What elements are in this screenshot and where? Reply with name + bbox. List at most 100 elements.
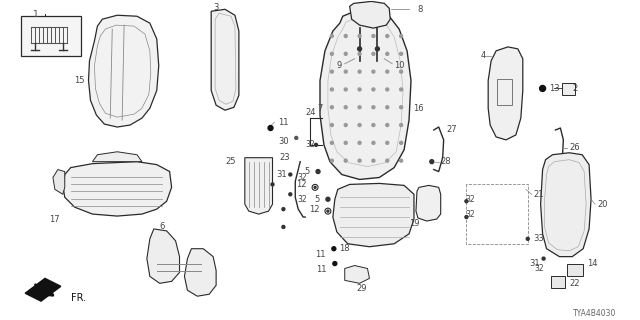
Text: 10: 10 — [394, 61, 404, 70]
Circle shape — [372, 35, 375, 37]
Circle shape — [372, 52, 375, 55]
Circle shape — [295, 136, 298, 140]
Text: 32: 32 — [535, 264, 545, 273]
Text: 3: 3 — [213, 3, 219, 12]
Text: 5: 5 — [305, 167, 310, 176]
Circle shape — [271, 183, 274, 186]
Circle shape — [344, 124, 348, 126]
Text: 16: 16 — [413, 104, 424, 113]
Circle shape — [330, 70, 333, 73]
Text: 12: 12 — [310, 204, 320, 214]
Text: 7: 7 — [317, 104, 323, 113]
Text: 28: 28 — [441, 157, 451, 166]
Circle shape — [399, 106, 403, 109]
Circle shape — [399, 159, 403, 162]
Text: 14: 14 — [587, 259, 598, 268]
Polygon shape — [88, 15, 159, 127]
Circle shape — [358, 124, 361, 126]
Circle shape — [372, 106, 375, 109]
Text: 15: 15 — [74, 76, 84, 85]
Circle shape — [372, 141, 375, 144]
Polygon shape — [63, 162, 172, 216]
Polygon shape — [53, 170, 65, 194]
Circle shape — [372, 88, 375, 91]
Circle shape — [358, 88, 361, 91]
Text: 18: 18 — [339, 244, 350, 253]
Text: 17: 17 — [49, 214, 60, 224]
Circle shape — [330, 35, 333, 37]
Circle shape — [314, 186, 316, 188]
Text: 13: 13 — [550, 84, 560, 93]
Circle shape — [542, 257, 545, 260]
Circle shape — [327, 210, 329, 212]
Circle shape — [330, 106, 333, 109]
Circle shape — [399, 35, 403, 37]
Text: 32: 32 — [305, 140, 315, 149]
Polygon shape — [349, 1, 390, 28]
Text: 32: 32 — [297, 173, 307, 182]
Text: 11: 11 — [278, 117, 289, 127]
Circle shape — [344, 106, 348, 109]
Circle shape — [268, 125, 273, 131]
Text: 20: 20 — [597, 200, 607, 209]
Circle shape — [358, 52, 361, 55]
Polygon shape — [563, 83, 575, 95]
Circle shape — [330, 52, 333, 55]
Circle shape — [358, 70, 361, 73]
Circle shape — [430, 160, 434, 164]
Text: 31: 31 — [530, 259, 540, 268]
Text: 32: 32 — [465, 210, 475, 219]
Circle shape — [326, 197, 330, 201]
Circle shape — [372, 159, 375, 162]
Circle shape — [399, 70, 403, 73]
Circle shape — [465, 200, 468, 203]
Circle shape — [465, 216, 468, 219]
Circle shape — [330, 124, 333, 126]
Text: 11: 11 — [316, 250, 326, 259]
Text: 12: 12 — [296, 180, 306, 189]
Circle shape — [386, 35, 388, 37]
Circle shape — [344, 88, 348, 91]
Text: 11: 11 — [316, 265, 327, 274]
Circle shape — [376, 47, 380, 51]
Circle shape — [344, 70, 348, 73]
Text: 19: 19 — [409, 220, 419, 228]
Circle shape — [330, 88, 333, 91]
Text: 32: 32 — [465, 195, 475, 204]
Circle shape — [289, 173, 292, 176]
Polygon shape — [541, 153, 591, 257]
Text: 4: 4 — [481, 51, 486, 60]
Circle shape — [358, 159, 361, 162]
Polygon shape — [320, 11, 411, 180]
Text: 22: 22 — [570, 279, 580, 288]
Circle shape — [282, 226, 285, 228]
Polygon shape — [92, 152, 142, 162]
Circle shape — [386, 124, 388, 126]
Polygon shape — [416, 185, 441, 221]
Polygon shape — [245, 158, 273, 214]
Circle shape — [282, 208, 285, 211]
Circle shape — [358, 106, 361, 109]
Circle shape — [333, 261, 337, 266]
Circle shape — [540, 85, 545, 92]
Circle shape — [386, 70, 388, 73]
Circle shape — [344, 35, 348, 37]
Text: 6: 6 — [159, 222, 164, 231]
Polygon shape — [25, 278, 61, 301]
Circle shape — [386, 141, 388, 144]
Circle shape — [386, 159, 388, 162]
Text: 33: 33 — [534, 234, 545, 243]
Polygon shape — [345, 266, 369, 283]
Text: 9: 9 — [337, 61, 342, 70]
Text: 32: 32 — [297, 195, 307, 204]
Text: 1: 1 — [33, 10, 39, 19]
Circle shape — [330, 141, 333, 144]
Text: FR.: FR. — [70, 293, 86, 303]
Text: 8: 8 — [417, 5, 422, 14]
Circle shape — [399, 124, 403, 126]
Circle shape — [399, 141, 403, 144]
Polygon shape — [147, 229, 180, 283]
Circle shape — [386, 88, 388, 91]
Circle shape — [332, 247, 336, 251]
Circle shape — [344, 52, 348, 55]
